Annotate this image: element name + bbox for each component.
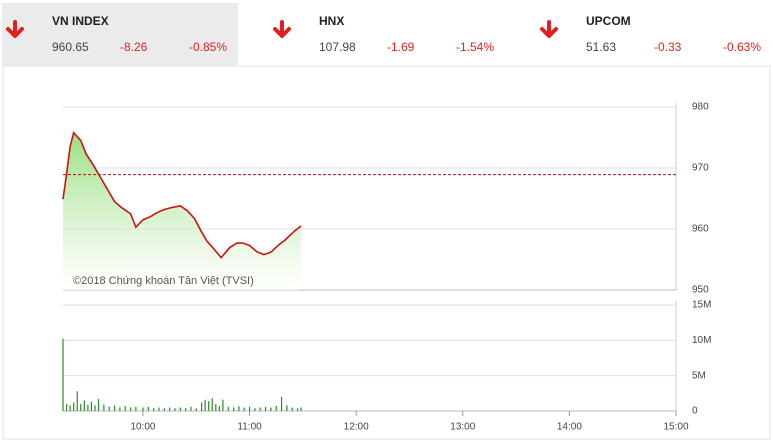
volume-bar [163, 408, 165, 411]
y-tick-label: 960 [692, 224, 709, 235]
volume-bar [238, 406, 240, 411]
volume-bar [69, 405, 71, 411]
volume-bar [124, 406, 126, 411]
volume-bar [275, 406, 277, 411]
volume-bar [211, 398, 213, 411]
volume-bar [83, 400, 85, 411]
down-arrow [6, 20, 24, 38]
volume-bar [254, 408, 256, 411]
volume-bar [204, 399, 206, 411]
volume-bar [113, 405, 116, 411]
volume-bar [264, 406, 267, 411]
volume-bar [129, 407, 132, 411]
volume-bar [296, 408, 299, 411]
down-arrow [273, 20, 291, 38]
y-tick-label: 950 [692, 285, 709, 296]
volume-bar [174, 408, 176, 411]
volume-bar [200, 402, 203, 411]
selected-tile [2, 3, 238, 66]
y-tick-label: 15M [692, 300, 711, 311]
volume-bar [190, 406, 192, 411]
volume-bar [179, 407, 181, 411]
index-name: UPCOM [586, 14, 631, 28]
down-arrow [540, 20, 558, 38]
index-percent: -0.63% [723, 40, 761, 54]
index-value: 960.65 [52, 40, 89, 54]
volume-bar [73, 402, 75, 411]
y-tick-label: 0 [692, 406, 698, 417]
volume-bar [259, 407, 261, 411]
x-tick-label: 14:00 [557, 422, 582, 433]
x-tick-label: 13:00 [450, 422, 475, 433]
volume-bar [76, 391, 78, 411]
volume-bar [80, 403, 82, 411]
volume-bar [215, 403, 217, 411]
volume-bar [108, 406, 110, 411]
index-percent: -0.85% [189, 40, 227, 54]
volume-bar [222, 399, 224, 411]
volume-bar [248, 406, 251, 411]
volume-bar [232, 407, 235, 411]
index-change: -1.69 [387, 40, 415, 54]
index-value: 107.98 [319, 40, 356, 54]
y-tick-label: 980 [692, 102, 709, 113]
volume-bar [227, 406, 229, 411]
price-area [63, 132, 302, 290]
index-value: 51.63 [586, 40, 616, 54]
volume-bar [153, 408, 155, 411]
volume-bar [90, 401, 93, 411]
chart-frame [2, 65, 771, 440]
index-name: VN INDEX [52, 14, 109, 28]
volume-bar [169, 407, 171, 411]
x-tick-label: 15:00 [663, 422, 688, 433]
volume-bar [195, 408, 197, 411]
index-percent: -1.54% [456, 40, 494, 54]
volume-bar [158, 407, 160, 411]
volume-bar [147, 406, 149, 411]
volume-bar [286, 405, 288, 411]
index-name: HNX [319, 14, 344, 28]
volume-bar [208, 401, 210, 411]
y-tick-label: 10M [692, 335, 711, 346]
volume-bar [218, 406, 220, 411]
volume-bar [280, 396, 283, 411]
volume-bar [119, 407, 121, 411]
volume-bar [87, 404, 89, 411]
index-change: -0.33 [654, 40, 682, 54]
x-tick-label: 11:00 [237, 422, 262, 433]
volume-bar [103, 404, 105, 411]
volume-bar [142, 407, 144, 411]
volume-bar [62, 338, 64, 411]
volume-bar [94, 405, 96, 411]
index-change: -8.26 [120, 40, 148, 54]
x-tick-label: 12:00 [344, 422, 369, 433]
y-tick-label: 5M [692, 370, 706, 381]
y-tick-label: 970 [692, 163, 709, 174]
volume-bar [300, 407, 302, 411]
volume-bar [291, 407, 293, 411]
volume-bar [185, 408, 187, 411]
volume-bar [135, 406, 137, 411]
volume-bar [243, 407, 245, 411]
volume-bar [65, 403, 68, 411]
watermark: ©2018 Chứng khoán Tân Việt (TVSI) [73, 275, 254, 287]
x-tick-label: 10:00 [130, 422, 155, 433]
volume-bar [270, 407, 272, 411]
price-line [62, 130, 302, 259]
volume-bar [97, 398, 100, 411]
